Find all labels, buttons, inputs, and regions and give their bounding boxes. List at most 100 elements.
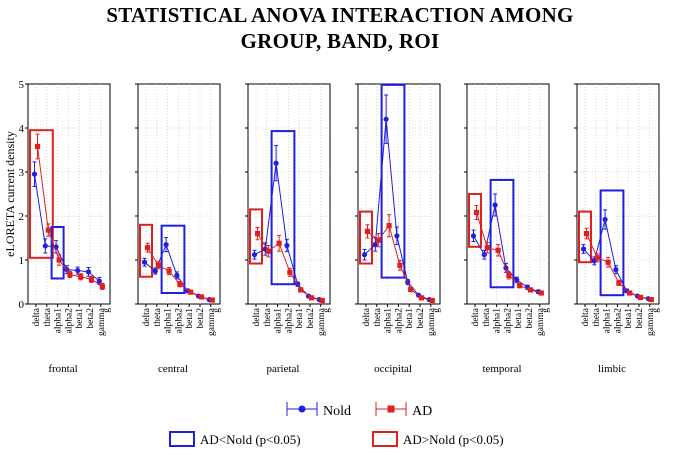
- nold-point: [141, 259, 148, 265]
- nold-point: [613, 267, 619, 273]
- panel-frame: [466, 83, 550, 305]
- chart-title-line-1: STATISTICAL ANOVA INTERACTION AMONG: [106, 3, 574, 27]
- nold-point: [75, 267, 81, 274]
- x-tick-label: gamma: [427, 307, 437, 336]
- panel-frame: [247, 83, 331, 305]
- ad-point: [397, 262, 403, 268]
- x-tick-label: beta2: [86, 308, 96, 329]
- sig-box-ad-gt-nold: [578, 210, 592, 264]
- nold-series-line: [473, 204, 539, 293]
- x-tick-label: gamma: [207, 307, 217, 336]
- ad-point: [583, 231, 590, 237]
- x-tick-label: theta: [263, 307, 273, 326]
- x-tick-label: alpha1: [493, 308, 503, 334]
- ad-point: [408, 286, 414, 293]
- y-tick-label: 0: [19, 299, 25, 311]
- ad-series-line: [257, 233, 323, 301]
- x-tick-label: beta2: [635, 308, 645, 329]
- x-tick-label-extra: g: [432, 308, 442, 313]
- x-tick-label: alpha2: [64, 308, 74, 334]
- roi-label: occipital: [374, 363, 412, 375]
- x-tick-label: beta2: [416, 308, 426, 329]
- x-tick-label: delta: [471, 307, 481, 326]
- ad-point: [45, 227, 51, 233]
- ad-point: [198, 294, 205, 300]
- ad-point: [616, 280, 622, 286]
- x-tick-label: alpha1: [164, 308, 174, 334]
- ad-point: [78, 274, 84, 280]
- ad-point: [506, 272, 512, 278]
- x-tick-label: delta: [142, 307, 152, 326]
- nold-point: [85, 269, 92, 275]
- x-tick-label: alpha2: [613, 308, 623, 334]
- x-tick-label: beta2: [525, 308, 535, 329]
- ad-point: [473, 209, 480, 216]
- nold-series-line: [254, 163, 320, 301]
- ad-point: [99, 283, 105, 289]
- y-axis-label-group: eLORETA current density 0 1 2 3 4 5: [3, 79, 25, 311]
- ad-series-line: [37, 146, 103, 287]
- ad-point: [34, 143, 41, 150]
- sig-box-ad-lt-nold: [489, 178, 515, 289]
- legend-nold-label: Nold: [323, 404, 351, 419]
- ad-point: [298, 287, 304, 293]
- nold-series-line: [364, 119, 430, 301]
- nold-point: [251, 252, 258, 258]
- roi-label: parietal: [267, 363, 300, 375]
- nold-point: [492, 202, 498, 208]
- legend-ad-marker: [387, 405, 395, 413]
- panel-frame: [137, 83, 221, 305]
- ad-point: [209, 297, 215, 303]
- x-tick-label: alpha2: [503, 308, 513, 334]
- ad-point: [177, 281, 183, 287]
- nold-point: [602, 216, 608, 223]
- x-tick-label: beta1: [75, 308, 85, 329]
- legend-nold-marker: [298, 405, 306, 413]
- y-tick-label: 2: [19, 211, 25, 223]
- x-tick-label: delta: [362, 307, 372, 326]
- legend-ad-label: AD: [412, 404, 432, 419]
- y-tick-label: 3: [19, 167, 25, 179]
- x-tick-label-extra: g: [541, 308, 551, 313]
- roi-label: limbic: [598, 363, 626, 375]
- x-tick-label: alpha2: [394, 308, 404, 334]
- x-tick-label: alpha1: [603, 308, 613, 334]
- nold-point: [163, 242, 169, 248]
- nold-point: [273, 160, 279, 166]
- nold-point: [96, 278, 102, 284]
- ad-point: [627, 290, 633, 296]
- y-tick-label: 5: [19, 79, 25, 91]
- nold-point: [174, 272, 180, 278]
- ad-point: [527, 287, 534, 293]
- ad-point: [429, 297, 435, 304]
- x-tick-label: delta: [32, 307, 42, 326]
- ad-point: [648, 297, 654, 303]
- nold-point: [284, 242, 290, 249]
- x-tick-label: theta: [373, 307, 383, 326]
- y-tick-label: 1: [19, 255, 25, 267]
- x-tick-label: gamma: [646, 307, 656, 336]
- ad-point: [364, 228, 371, 234]
- nold-point: [394, 233, 400, 239]
- panels-group: delta theta alpha1 alpha2 beta1 beta2 gammagfr…: [25, 83, 661, 375]
- y-axis-label: eLORETA current density: [3, 131, 17, 257]
- nold-point: [361, 252, 368, 258]
- panel-frame: [357, 83, 441, 305]
- sig-box-ad-gt-nold: [468, 193, 482, 248]
- sig-box-ad-gt-nold: [29, 129, 54, 259]
- x-tick-label: beta1: [405, 308, 415, 329]
- sig-box-ad-lt-nold: [599, 189, 625, 297]
- y-tick-label: 4: [19, 123, 25, 135]
- ad-point: [418, 295, 425, 301]
- roi-label: frontal: [48, 363, 77, 375]
- sig-box-ad-gt-nold: [359, 210, 373, 265]
- ad-point: [287, 269, 293, 275]
- legend-box-ad-lt-nold: [169, 431, 195, 447]
- ad-point: [166, 268, 172, 274]
